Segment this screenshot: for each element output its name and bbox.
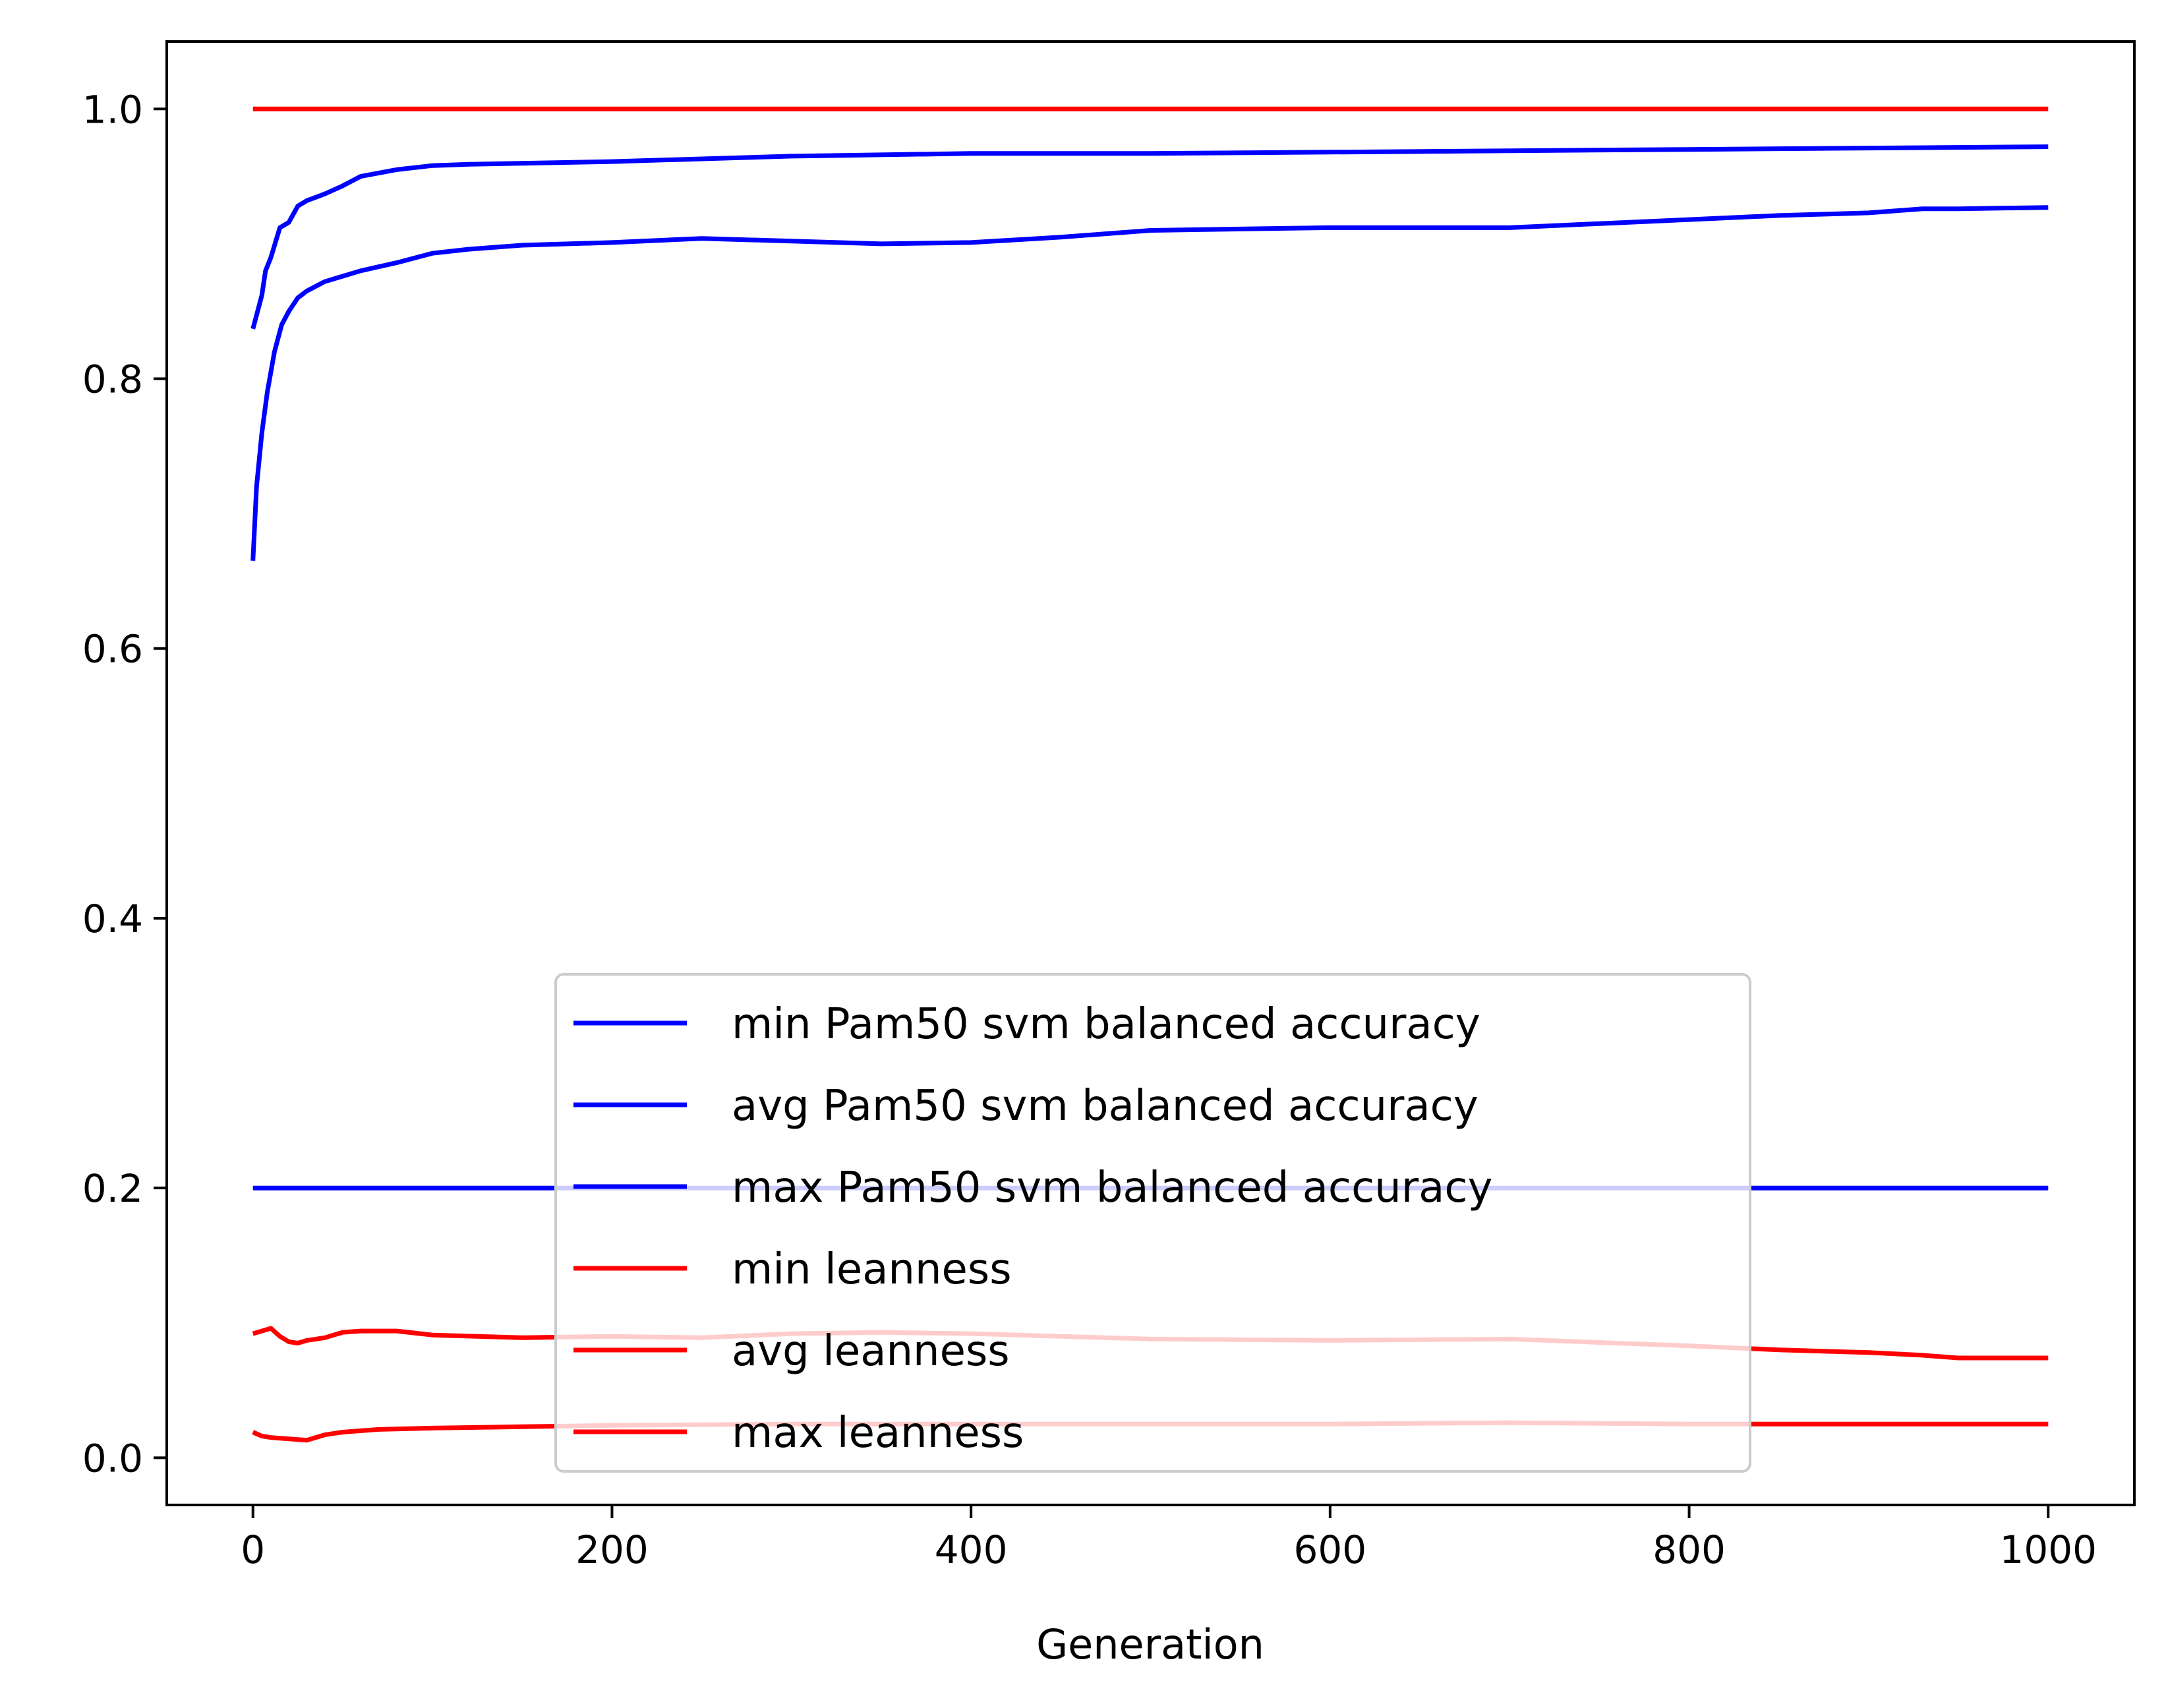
legend: min Pam50 svm balanced accuracy avg Pam50… (554, 973, 1751, 1473)
y-tick-label: 1.0 (82, 87, 143, 132)
x-axis: 0 200 400 600 800 1000 (241, 1505, 2097, 1572)
legend-entries: min Pam50 svm balanced accuracy avg Pam50… (573, 1000, 1492, 1458)
series-line-2 (250, 205, 2049, 561)
plot-frame (165, 40, 2136, 1506)
legend-label: min leanness (732, 1245, 1012, 1294)
series-line-3 (250, 144, 2049, 330)
legend-label: max leanness (732, 1409, 1024, 1458)
legend-label: avg Pam50 svm balanced accuracy (732, 1082, 1478, 1131)
y-tick-label: 0.4 (82, 897, 143, 941)
x-tick-label: 600 (1293, 1527, 1366, 1572)
y-tick-label: 0.0 (82, 1436, 143, 1481)
legend-label: min Pam50 svm balanced accuracy (732, 1000, 1480, 1049)
legend-label: max Pam50 svm balanced accuracy (732, 1163, 1492, 1212)
x-tick-label: 0 (241, 1527, 265, 1572)
x-tick-label: 400 (935, 1527, 1008, 1572)
x-axis-label: Generation (1036, 1620, 1264, 1668)
y-axis: 0.0 0.2 0.4 0.6 0.8 1.0 (82, 87, 167, 1481)
y-tick-label: 0.6 (82, 627, 143, 672)
y-tick-label: 0.8 (82, 357, 143, 402)
legend-label: avg leanness (732, 1327, 1010, 1376)
x-tick-label: 800 (1653, 1527, 1726, 1572)
legend-box (554, 973, 1751, 1473)
x-tick-label: 200 (575, 1527, 649, 1572)
y-tick-label: 0.2 (82, 1166, 143, 1211)
x-tick-label: 1000 (1999, 1527, 2097, 1572)
